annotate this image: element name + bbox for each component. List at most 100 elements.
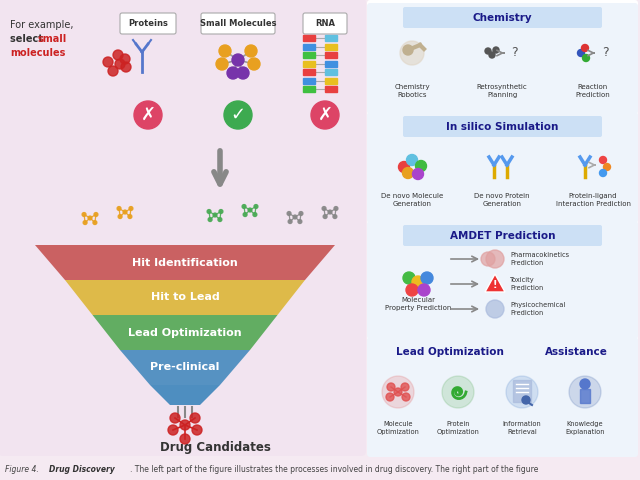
Circle shape [569,376,601,408]
Bar [325,60,337,67]
Circle shape [442,376,474,408]
Circle shape [88,216,92,220]
Circle shape [582,55,589,61]
Circle shape [506,376,538,408]
Circle shape [386,393,394,401]
Circle shape [421,272,433,284]
Text: Protein
Optimization: Protein Optimization [436,421,479,435]
Circle shape [94,213,98,216]
Circle shape [180,420,190,430]
Circle shape [299,212,303,216]
Circle shape [402,393,410,401]
Circle shape [248,58,260,70]
Circle shape [232,54,244,66]
Circle shape [486,300,504,318]
Circle shape [243,213,247,216]
Text: Proteins: Proteins [128,20,168,28]
Circle shape [123,210,127,214]
Text: Retrosynthetic
Planning: Retrosynthetic Planning [477,84,527,98]
Text: For example,: For example, [10,20,74,30]
FancyBboxPatch shape [367,221,638,339]
Circle shape [399,161,410,172]
Circle shape [128,215,132,218]
FancyBboxPatch shape [403,116,602,137]
Circle shape [253,213,257,216]
Circle shape [328,210,332,214]
Circle shape [413,168,424,180]
Bar [303,86,315,92]
Circle shape [242,204,246,208]
Circle shape [237,67,249,79]
FancyBboxPatch shape [367,337,638,457]
FancyBboxPatch shape [367,3,638,114]
Circle shape [170,413,180,423]
Bar [303,52,315,58]
Text: ✗: ✗ [140,106,156,124]
Text: Lead Optimization: Lead Optimization [128,327,242,337]
Circle shape [245,45,257,57]
Text: Pharmacokinetics
Prediction: Pharmacokinetics Prediction [510,252,569,266]
Text: RNA: RNA [315,20,335,28]
Circle shape [248,208,252,212]
Text: Hit to Lead: Hit to Lead [150,292,220,302]
Circle shape [208,217,212,221]
Circle shape [403,272,415,284]
Text: Drug Discovery: Drug Discovery [49,465,115,474]
Circle shape [604,164,611,170]
Bar [303,44,315,49]
Circle shape [600,156,607,164]
Circle shape [120,54,130,64]
Text: ?: ? [602,47,608,60]
Circle shape [394,388,402,396]
Circle shape [406,284,418,296]
Circle shape [117,206,121,210]
Circle shape [580,379,590,389]
Circle shape [485,48,491,54]
Circle shape [401,383,409,391]
Circle shape [254,204,258,208]
Bar [303,60,315,67]
Text: . The left part of the figure illustrates the processes involved in drug discove: . The left part of the figure illustrate… [130,465,538,474]
Circle shape [129,206,133,210]
FancyBboxPatch shape [120,13,176,34]
Text: In silico Simulation: In silico Simulation [446,122,559,132]
Polygon shape [93,315,278,350]
Circle shape [415,160,426,171]
Bar [325,44,337,49]
Circle shape [103,57,113,67]
Circle shape [219,45,231,57]
Circle shape [582,45,589,51]
Circle shape [387,383,395,391]
FancyBboxPatch shape [367,112,638,223]
FancyBboxPatch shape [403,225,602,246]
Polygon shape [150,385,220,405]
Text: ✗: ✗ [317,106,333,124]
Text: ✓: ✓ [230,106,246,124]
Circle shape [227,67,239,79]
Polygon shape [35,245,335,280]
Text: Small Molecules: Small Molecules [200,20,276,28]
Circle shape [224,101,252,129]
Text: De novo Protein
Generation: De novo Protein Generation [474,193,530,207]
Bar [325,69,337,75]
Circle shape [83,221,87,225]
Text: Chemistry
Robotics: Chemistry Robotics [394,84,430,98]
Bar [513,380,531,402]
Polygon shape [120,350,250,385]
Circle shape [577,49,584,57]
Text: small: small [38,34,67,44]
Circle shape [406,155,417,166]
Circle shape [190,413,200,423]
Circle shape [113,50,123,60]
Bar [580,389,590,403]
Circle shape [288,220,292,224]
Circle shape [293,215,297,219]
Circle shape [207,210,211,214]
Polygon shape [485,274,505,292]
Polygon shape [65,280,305,315]
Bar [325,77,337,84]
Circle shape [400,41,424,65]
Circle shape [287,212,291,216]
Bar [325,35,337,41]
Text: Lead Optimization: Lead Optimization [396,347,504,357]
